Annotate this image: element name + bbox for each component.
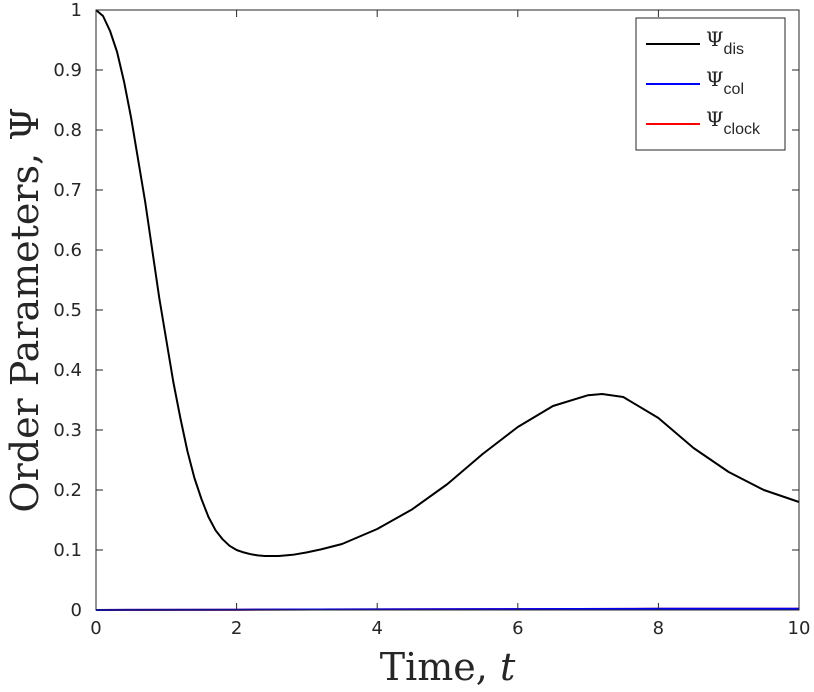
- legend-entry-dis: Ψdis: [706, 27, 744, 58]
- legend-symbol: Ψ: [706, 67, 724, 91]
- x-tick-label: 0: [90, 618, 101, 639]
- y-tick-label: 0.5: [53, 300, 82, 321]
- y-tick-label: 0.7: [53, 180, 82, 201]
- legend-subscript: dis: [724, 41, 744, 58]
- legend-entry-clock: Ψclock: [706, 107, 761, 138]
- x-tick-label: 8: [653, 618, 664, 639]
- x-tick-label: 10: [788, 618, 811, 639]
- x-tick-label: 6: [512, 618, 523, 639]
- y-axis-label: Order Parameters, Ψ: [3, 107, 47, 512]
- legend-symbol: Ψ: [706, 107, 724, 131]
- y-tick-label: 0.4: [53, 360, 82, 381]
- x-axis-label-text: Time,: [380, 645, 500, 689]
- x-axis-label-variable: t: [500, 645, 516, 689]
- y-tick-label: 1: [71, 0, 82, 21]
- ticks-layer: 0 2 4 6 8 10 0 0.1 0.2 0.3 0.4 0.5 0.6 0.7 0.8 0.9 1: [53, 0, 810, 639]
- x-axis-label: Time, t: [380, 645, 516, 689]
- y-tick-label: 0.8: [53, 120, 82, 141]
- legend-symbol: Ψ: [706, 27, 724, 51]
- legend-subscript: clock: [724, 121, 761, 138]
- y-tick-label: 0.9: [53, 60, 82, 81]
- y-tick-label: 0.1: [53, 540, 82, 561]
- y-axis-label-variable: Ψ: [3, 107, 47, 140]
- y-tick-label: 0.3: [53, 420, 82, 441]
- y-tick-label: 0.2: [53, 480, 82, 501]
- y-tick-label: 0: [71, 600, 82, 621]
- legend-subscript: col: [724, 81, 744, 98]
- y-axis-label-text: Order Parameters,: [3, 141, 47, 513]
- legend-entry-col: Ψcol: [706, 67, 744, 98]
- y-tick-label: 0.6: [53, 240, 82, 261]
- x-tick-label: 2: [231, 618, 242, 639]
- x-tick-label: 4: [371, 618, 382, 639]
- series-line-dis: [95, 9, 800, 557]
